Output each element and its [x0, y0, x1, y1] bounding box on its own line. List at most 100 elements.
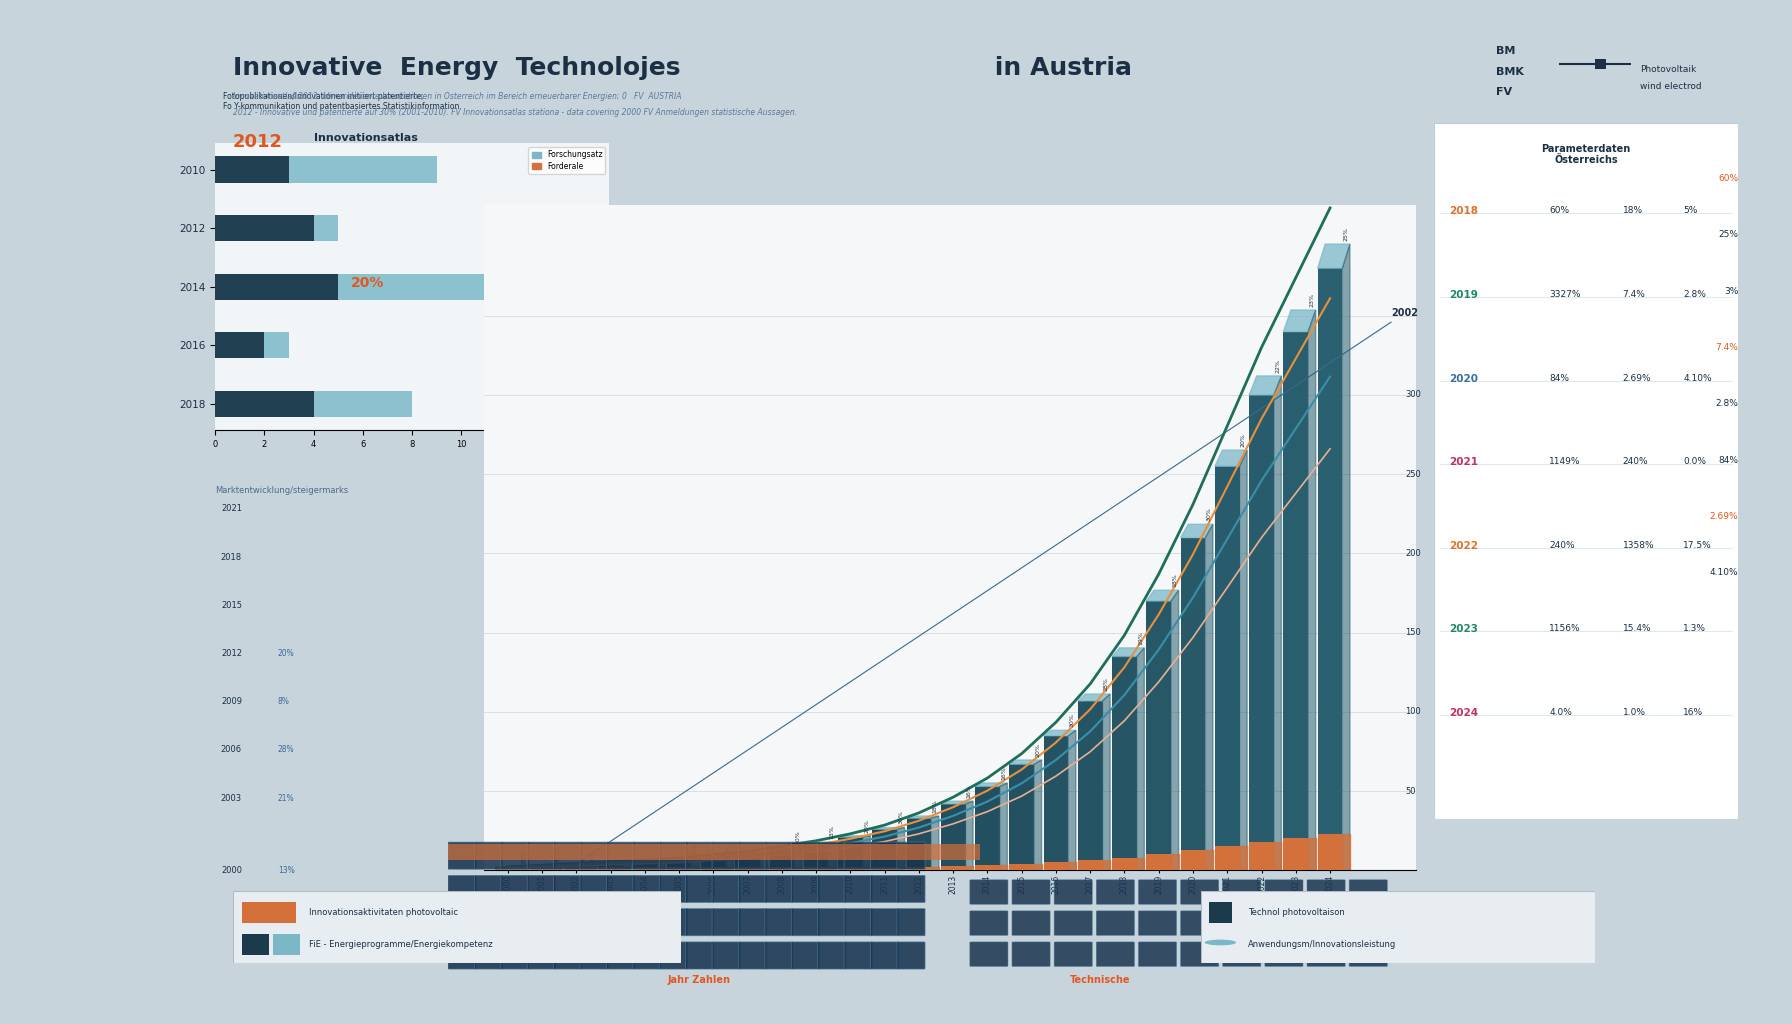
Text: 2012 - Innovative und patentierte auf 30% (2001-2010). FV Innovationsatlas stati: 2012 - Innovative und patentierte auf 30…	[233, 108, 797, 117]
Text: 16%: 16%	[1683, 708, 1704, 717]
FancyBboxPatch shape	[738, 942, 767, 969]
Polygon shape	[1000, 865, 1007, 870]
FancyBboxPatch shape	[633, 842, 661, 869]
Text: Innovationsatlas: Innovationsatlas	[314, 133, 418, 143]
FancyBboxPatch shape	[606, 942, 634, 969]
Text: 2009: 2009	[220, 697, 242, 707]
Bar	[1009, 864, 1034, 870]
FancyBboxPatch shape	[711, 908, 740, 936]
FancyBboxPatch shape	[1012, 911, 1050, 935]
Text: Fotopublikationen/Innovationen initiiert patentierte;
Fo Y-kommunikation und pat: Fotopublikationen/Innovationen initiiert…	[222, 92, 462, 112]
FancyBboxPatch shape	[1222, 880, 1262, 904]
Text: 15%: 15%	[521, 850, 527, 864]
Text: 2018: 2018	[220, 553, 242, 562]
Bar	[530, 865, 554, 870]
FancyBboxPatch shape	[738, 908, 767, 936]
Text: 28%: 28%	[1104, 677, 1109, 691]
FancyBboxPatch shape	[711, 842, 740, 869]
FancyBboxPatch shape	[765, 942, 794, 969]
Bar	[1079, 700, 1102, 870]
FancyBboxPatch shape	[475, 942, 502, 969]
Bar	[873, 829, 898, 870]
Text: 60%: 60%	[1550, 207, 1570, 215]
FancyBboxPatch shape	[475, 842, 502, 869]
Polygon shape	[658, 860, 665, 870]
Bar	[1283, 838, 1308, 870]
Circle shape	[1204, 940, 1236, 945]
Polygon shape	[907, 816, 939, 818]
Text: 150: 150	[1405, 628, 1421, 637]
FancyBboxPatch shape	[606, 876, 634, 902]
Text: 30%: 30%	[898, 811, 903, 824]
Bar	[701, 867, 726, 870]
Bar	[530, 867, 554, 870]
Text: 21%: 21%	[658, 844, 663, 857]
Text: 18%: 18%	[1622, 207, 1643, 215]
FancyBboxPatch shape	[792, 876, 819, 902]
Text: 2.8%: 2.8%	[1683, 290, 1706, 299]
Bar	[564, 867, 590, 870]
Text: 13%: 13%	[278, 866, 294, 874]
FancyBboxPatch shape	[898, 942, 925, 969]
FancyBboxPatch shape	[792, 908, 819, 936]
Polygon shape	[1274, 842, 1281, 870]
Bar	[1181, 850, 1206, 870]
FancyBboxPatch shape	[1349, 880, 1387, 904]
FancyBboxPatch shape	[969, 911, 1007, 935]
Text: 240%: 240%	[1550, 541, 1575, 550]
FancyBboxPatch shape	[527, 908, 556, 936]
Polygon shape	[520, 867, 527, 870]
Polygon shape	[1249, 376, 1281, 395]
FancyBboxPatch shape	[969, 880, 1007, 904]
FancyBboxPatch shape	[1138, 942, 1177, 967]
FancyBboxPatch shape	[500, 876, 529, 902]
FancyBboxPatch shape	[500, 842, 529, 869]
Bar	[769, 867, 794, 870]
FancyBboxPatch shape	[1097, 942, 1134, 967]
Polygon shape	[692, 859, 699, 870]
Text: 1149%: 1149%	[1550, 457, 1581, 466]
FancyBboxPatch shape	[1306, 942, 1346, 967]
Text: 30%: 30%	[1206, 507, 1211, 521]
Text: 2024: 2024	[1450, 708, 1478, 718]
Polygon shape	[1181, 524, 1213, 538]
FancyBboxPatch shape	[1181, 880, 1219, 904]
FancyBboxPatch shape	[527, 842, 556, 869]
Bar	[215, 273, 511, 300]
FancyBboxPatch shape	[1138, 911, 1177, 935]
Polygon shape	[520, 867, 527, 870]
Polygon shape	[590, 867, 597, 870]
FancyBboxPatch shape	[686, 842, 713, 869]
FancyBboxPatch shape	[898, 876, 925, 902]
Text: Photovoltaik: Photovoltaik	[1640, 65, 1695, 74]
Text: 8%: 8%	[728, 843, 731, 852]
Text: 8%: 8%	[278, 697, 290, 707]
Polygon shape	[1283, 310, 1315, 332]
Polygon shape	[1136, 648, 1145, 870]
Text: 2012: 2012	[220, 649, 242, 658]
Bar	[1208, 901, 1233, 924]
Polygon shape	[1172, 590, 1179, 870]
Text: 1358%: 1358%	[1622, 541, 1654, 550]
Text: Innovative  Energy  Technolojes: Innovative Energy Technolojes	[233, 56, 681, 80]
Bar	[215, 391, 314, 417]
Polygon shape	[1147, 590, 1179, 601]
FancyBboxPatch shape	[1054, 880, 1093, 904]
Bar	[215, 215, 339, 242]
FancyBboxPatch shape	[1265, 942, 1303, 967]
Bar	[1079, 860, 1102, 870]
Text: 2003: 2003	[220, 794, 242, 803]
Polygon shape	[1240, 451, 1247, 870]
FancyBboxPatch shape	[686, 908, 713, 936]
Polygon shape	[760, 867, 767, 870]
Bar	[735, 853, 760, 870]
FancyBboxPatch shape	[1012, 880, 1050, 904]
Polygon shape	[941, 801, 973, 804]
FancyBboxPatch shape	[686, 942, 713, 969]
FancyBboxPatch shape	[633, 908, 661, 936]
FancyBboxPatch shape	[1222, 911, 1262, 935]
FancyBboxPatch shape	[659, 876, 688, 902]
Text: 20%: 20%	[278, 649, 294, 658]
FancyBboxPatch shape	[1222, 942, 1262, 967]
Bar	[272, 934, 301, 955]
